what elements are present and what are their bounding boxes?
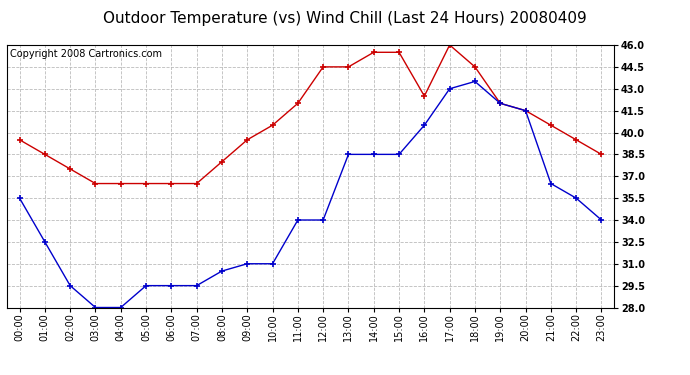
Text: Copyright 2008 Cartronics.com: Copyright 2008 Cartronics.com [10, 49, 162, 59]
Text: Outdoor Temperature (vs) Wind Chill (Last 24 Hours) 20080409: Outdoor Temperature (vs) Wind Chill (Las… [103, 11, 587, 26]
